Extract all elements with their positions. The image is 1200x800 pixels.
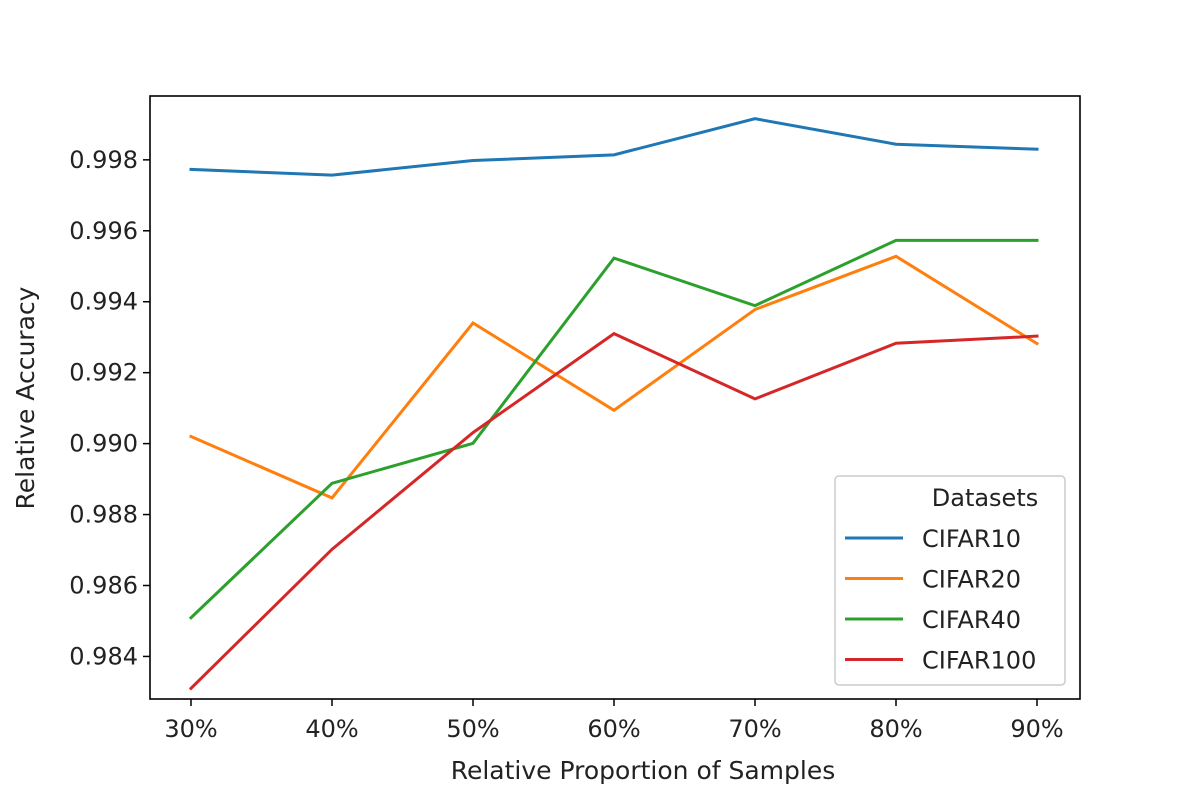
x-axis-label: Relative Proportion of Samples	[451, 756, 836, 785]
y-tick-label: 0.996	[69, 217, 138, 245]
legend: Datasets CIFAR10 CIFAR20 CIFAR40 CIFAR100	[834, 475, 1066, 686]
x-axis: 30% 40% 50% 60% 70% 80% 90%	[164, 699, 1064, 743]
legend-label-cifar40: CIFAR40	[922, 606, 1021, 634]
series-line-cifar100	[188, 331, 1039, 691]
x-tick-label: 90%	[1010, 715, 1063, 743]
y-axis-label: Relative Accuracy	[11, 286, 40, 509]
y-tick-label: 0.984	[69, 642, 138, 670]
y-tick-label: 0.986	[69, 571, 138, 599]
x-tick-label: 40%	[305, 715, 358, 743]
x-tick-label: 60%	[587, 715, 640, 743]
x-tick-label: 70%	[728, 715, 781, 743]
x-tick-label: 30%	[164, 715, 217, 743]
y-axis: 0.984 0.986 0.988 0.990 0.992 0.994 0.996 0.998	[69, 146, 150, 670]
y-tick-label: 0.992	[69, 359, 138, 387]
y-tick-label: 0.990	[69, 430, 138, 458]
legend-label-cifar100: CIFAR100	[922, 647, 1036, 675]
y-tick-label: 0.998	[69, 146, 138, 174]
plot-frame	[149, 95, 1081, 700]
series-line-cifar40	[188, 238, 1039, 620]
y-tick-label: 0.994	[69, 288, 138, 316]
y-tick-label: 0.988	[69, 501, 138, 529]
legend-label-cifar10: CIFAR10	[922, 525, 1021, 553]
x-tick-label: 50%	[446, 715, 499, 743]
x-tick-label: 80%	[869, 715, 922, 743]
legend-label-cifar20: CIFAR20	[922, 566, 1021, 594]
legend-title: Datasets	[932, 484, 1039, 512]
series-line-cifar20	[189, 254, 1040, 500]
legend-box	[834, 475, 1066, 686]
series-layer	[188, 117, 1040, 691]
series-line-cifar10	[189, 117, 1039, 177]
